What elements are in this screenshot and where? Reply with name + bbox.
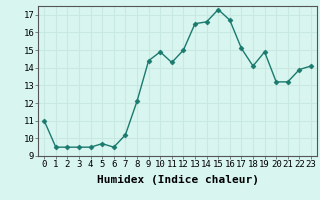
X-axis label: Humidex (Indice chaleur): Humidex (Indice chaleur) <box>97 175 259 185</box>
